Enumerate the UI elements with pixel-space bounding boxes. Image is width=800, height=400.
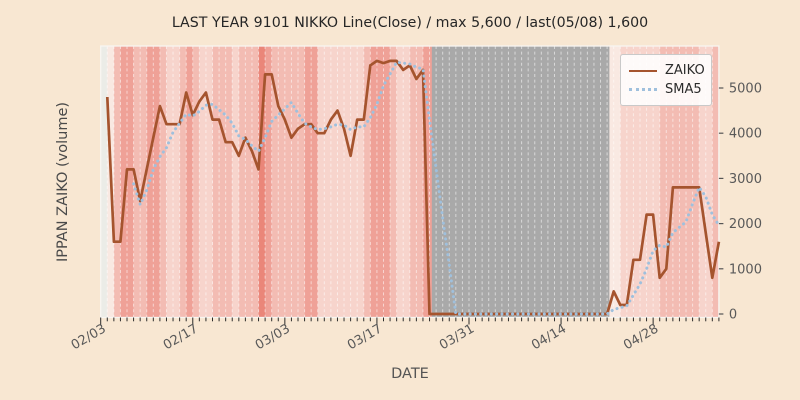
zero-period-band <box>431 46 610 318</box>
day-stripe <box>120 46 128 318</box>
day-stripe <box>271 46 279 318</box>
y-tick-label: 0 <box>729 308 737 323</box>
day-stripe <box>225 46 233 318</box>
day-stripe <box>699 46 706 318</box>
day-stripe <box>258 46 266 318</box>
legend-item-sma5: SMA5 <box>629 80 705 99</box>
day-stripe <box>311 46 318 318</box>
day-stripe <box>304 46 312 318</box>
day-stripe <box>344 46 351 318</box>
day-stripe <box>238 46 246 318</box>
sma5-line <box>132 60 721 316</box>
zaiko-line-swatch <box>629 69 657 72</box>
day-stripe <box>363 46 371 318</box>
day-stripe <box>672 46 680 318</box>
day-stripe <box>166 46 174 318</box>
day-stripe <box>416 46 424 318</box>
day-stripe <box>317 46 325 318</box>
day-stripe <box>179 46 187 318</box>
day-stripe <box>639 46 647 318</box>
day-stripe <box>396 46 404 318</box>
day-stripe <box>666 46 674 318</box>
x-tick-label: 03/03 <box>253 321 293 353</box>
day-stripe <box>330 46 338 318</box>
y-tick-label: 5000 <box>729 82 762 97</box>
day-stripe <box>692 46 700 318</box>
legend-label: ZAIKO <box>665 63 705 78</box>
day-stripe <box>613 46 621 318</box>
day-stripe <box>350 46 358 318</box>
day-stripe <box>232 46 240 318</box>
x-tick-label: 04/28 <box>621 321 661 353</box>
day-stripe <box>100 46 108 318</box>
day-stripe <box>705 46 713 318</box>
x-tick-label: 02/17 <box>161 321 201 353</box>
x-tick-label: 04/14 <box>529 321 569 353</box>
day-stripe <box>337 46 345 318</box>
day-stripe <box>192 46 200 318</box>
day-stripe <box>383 46 391 318</box>
zaiko-line <box>105 59 721 316</box>
day-stripe <box>186 46 194 318</box>
legend-label: SMA5 <box>665 82 702 97</box>
day-stripe <box>376 46 384 318</box>
day-stripe <box>251 46 259 318</box>
day-stripe <box>127 46 134 318</box>
day-stripe <box>265 46 272 318</box>
day-stripe <box>205 46 213 318</box>
day-stripe <box>245 46 253 318</box>
day-stripe <box>403 46 411 318</box>
day-stripe <box>153 46 161 318</box>
day-stripe <box>219 46 226 318</box>
x-tick-label: 03/31 <box>437 321 477 353</box>
day-stripe <box>626 46 634 318</box>
y-tick-label: 1000 <box>729 262 762 277</box>
legend: ZAIKO SMA5 <box>620 54 712 106</box>
x-tick-label: 03/17 <box>345 321 385 353</box>
day-stripe <box>159 46 167 318</box>
day-stripe <box>646 46 654 318</box>
day-stripe <box>620 46 628 318</box>
day-stripe <box>679 46 687 318</box>
y-tick-label: 3000 <box>729 172 762 187</box>
day-stripe <box>686 46 693 318</box>
x-tick-label: 02/03 <box>69 321 109 353</box>
day-stripe <box>390 46 397 318</box>
day-stripe <box>297 46 305 318</box>
day-stripe <box>357 46 365 318</box>
day-stripe <box>212 46 220 318</box>
day-stripe <box>173 46 180 318</box>
day-stripe <box>409 46 417 318</box>
day-stripe <box>653 46 660 318</box>
day-stripe <box>712 46 720 318</box>
day-stripe <box>633 46 641 318</box>
sma5-line-swatch <box>629 88 657 91</box>
day-stripe <box>113 46 121 318</box>
day-stripe <box>607 46 614 318</box>
day-stripe <box>284 46 292 318</box>
day-stripe <box>370 46 378 318</box>
y-tick-label: 4000 <box>729 127 762 142</box>
day-stripe <box>278 46 286 318</box>
day-stripe <box>199 46 207 318</box>
y-tick-label: 2000 <box>729 217 762 232</box>
legend-item-zaiko: ZAIKO <box>629 61 705 80</box>
x-axis-label: DATE <box>391 366 429 382</box>
day-stripe <box>324 46 332 318</box>
day-stripe <box>291 46 299 318</box>
chart-title: LAST YEAR 9101 NIKKO Line(Close) / max 5… <box>171 15 649 31</box>
day-stripe <box>659 46 667 318</box>
